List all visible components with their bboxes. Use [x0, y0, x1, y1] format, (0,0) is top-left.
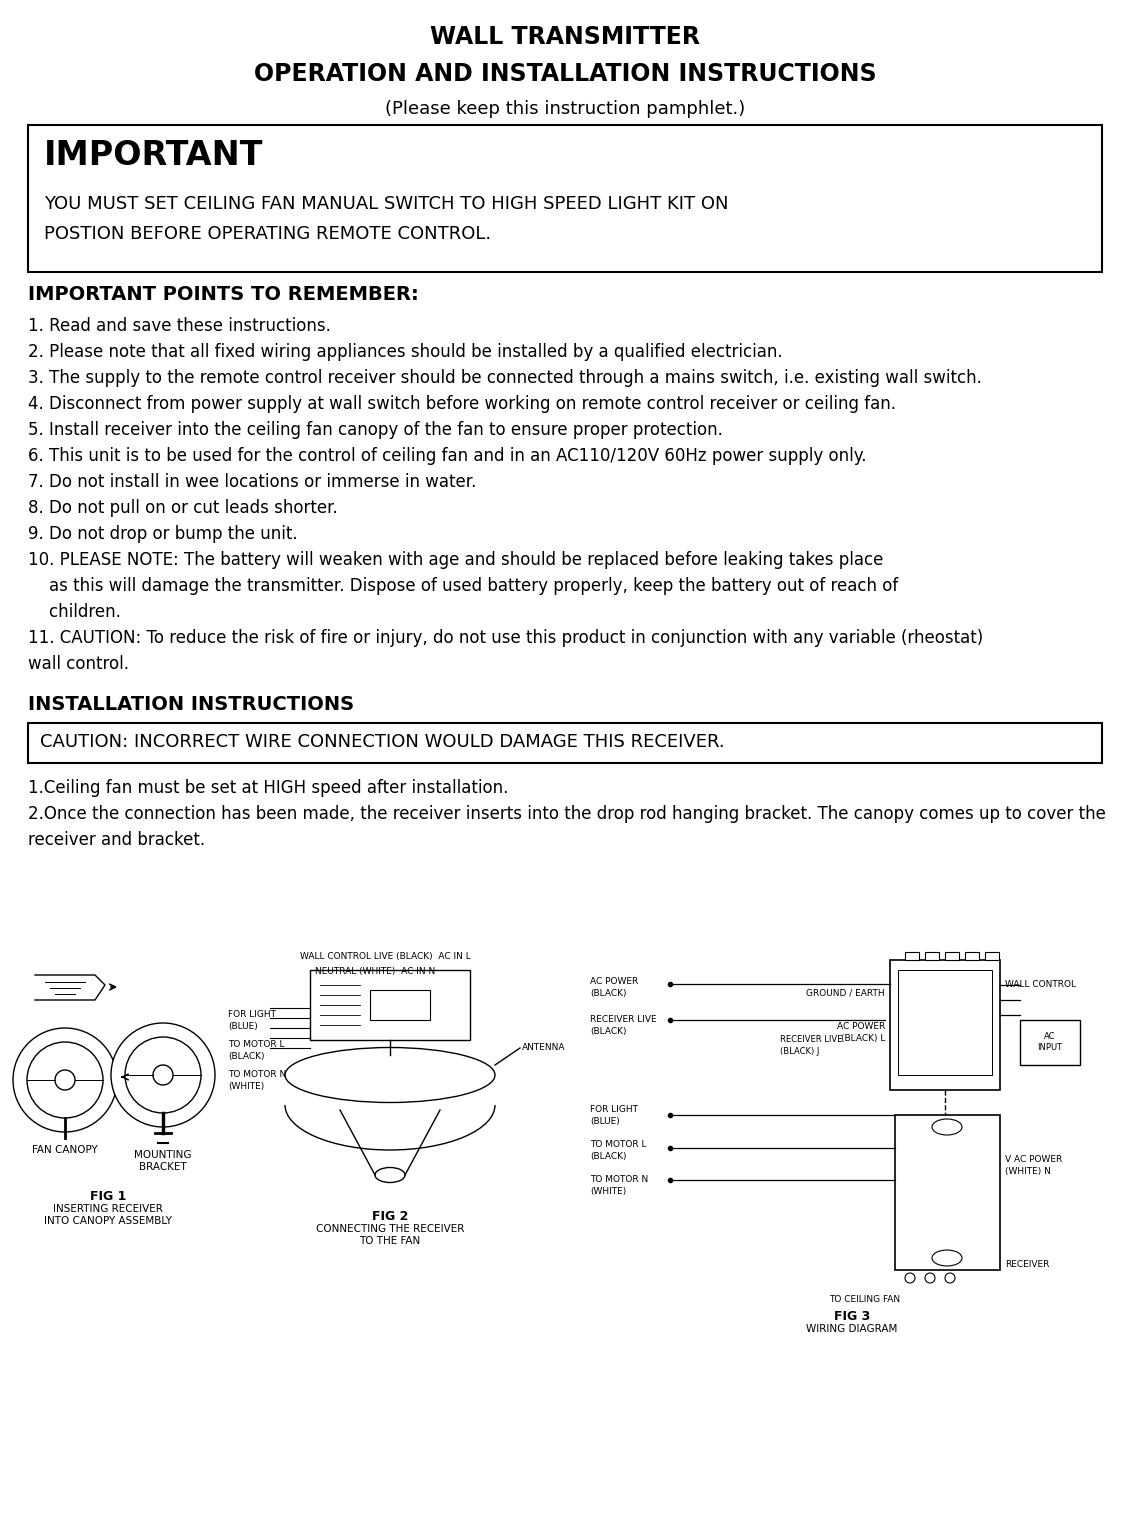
- Circle shape: [14, 1028, 118, 1132]
- Text: MOUNTING
BRACKET: MOUNTING BRACKET: [134, 1151, 192, 1172]
- Text: 2. Please note that all fixed wiring appliances should be installed by a qualifi: 2. Please note that all fixed wiring app…: [28, 343, 783, 361]
- Ellipse shape: [285, 1047, 495, 1102]
- Text: 2.Once the connection has been made, the receiver inserts into the drop rod hang: 2.Once the connection has been made, the…: [28, 805, 1106, 823]
- Text: TO MOTOR N: TO MOTOR N: [228, 1070, 286, 1079]
- Text: (Please keep this instruction pamphlet.): (Please keep this instruction pamphlet.): [385, 100, 745, 118]
- Bar: [898, 970, 992, 1075]
- Text: 7. Do not install in wee locations or immerse in water.: 7. Do not install in wee locations or im…: [28, 474, 477, 490]
- Text: INSTALLATION INSTRUCTIONS: INSTALLATION INSTRUCTIONS: [28, 695, 354, 713]
- Text: RECEIVER LIVE: RECEIVER LIVE: [590, 1016, 657, 1025]
- Text: 6. This unit is to be used for the control of ceiling fan and in an AC110/120V 6: 6. This unit is to be used for the contr…: [28, 446, 867, 465]
- Text: FOR LIGHT: FOR LIGHT: [590, 1105, 638, 1114]
- Text: CONNECTING THE RECEIVER
TO THE FAN: CONNECTING THE RECEIVER TO THE FAN: [315, 1224, 464, 1246]
- Circle shape: [111, 1023, 215, 1126]
- Text: AC POWER: AC POWER: [590, 978, 638, 987]
- Bar: [370, 990, 431, 1020]
- Text: (BLACK): (BLACK): [228, 1052, 264, 1061]
- Text: TO MOTOR L: TO MOTOR L: [228, 1040, 285, 1049]
- Text: wall control.: wall control.: [28, 654, 129, 672]
- Text: FIG 2: FIG 2: [372, 1210, 408, 1224]
- Text: WALL TRANSMITTER: WALL TRANSMITTER: [431, 24, 699, 49]
- Text: TO CEILING FAN: TO CEILING FAN: [829, 1295, 901, 1304]
- Text: FIG 1: FIG 1: [89, 1190, 127, 1202]
- Text: YOU MUST SET CEILING FAN MANUAL SWITCH TO HIGH SPEED LIGHT KIT ON: YOU MUST SET CEILING FAN MANUAL SWITCH T…: [44, 194, 729, 213]
- Text: V AC POWER: V AC POWER: [1005, 1155, 1062, 1164]
- Text: as this will damage the transmitter. Dispose of used battery properly, keep the : as this will damage the transmitter. Dis…: [28, 577, 898, 595]
- Bar: [905, 952, 919, 959]
- Bar: [965, 952, 979, 959]
- Text: (BLACK) J: (BLACK) J: [780, 1047, 819, 1057]
- Text: (WHITE): (WHITE): [590, 1187, 626, 1196]
- Text: 3. The supply to the remote control receiver should be connected through a mains: 3. The supply to the remote control rece…: [28, 369, 982, 387]
- Text: WALL CONTROL: WALL CONTROL: [1005, 981, 1076, 990]
- Text: (BLUE): (BLUE): [590, 1117, 619, 1126]
- Text: FAN CANOPY: FAN CANOPY: [32, 1145, 98, 1155]
- Bar: [925, 952, 939, 959]
- Text: TO MOTOR N: TO MOTOR N: [590, 1175, 649, 1184]
- Text: AC
INPUT: AC INPUT: [1037, 1032, 1062, 1052]
- Text: 1. Read and save these instructions.: 1. Read and save these instructions.: [28, 317, 331, 335]
- Text: 1.Ceiling fan must be set at HIGH speed after installation.: 1.Ceiling fan must be set at HIGH speed …: [28, 779, 508, 797]
- Bar: [890, 959, 1000, 1090]
- Bar: [1020, 1020, 1080, 1066]
- Text: children.: children.: [28, 603, 121, 621]
- Text: ANTENNA: ANTENNA: [522, 1043, 565, 1052]
- Text: POSTION BEFORE OPERATING REMOTE CONTROL.: POSTION BEFORE OPERATING REMOTE CONTROL.: [44, 225, 492, 243]
- Text: CAUTION: INCORRECT WIRE CONNECTION WOULD DAMAGE THIS RECEIVER.: CAUTION: INCORRECT WIRE CONNECTION WOULD…: [40, 733, 724, 751]
- Text: 11. CAUTION: To reduce the risk of fire or injury, do not use this product in co: 11. CAUTION: To reduce the risk of fire …: [28, 628, 983, 647]
- Text: IMPORTANT POINTS TO REMEMBER:: IMPORTANT POINTS TO REMEMBER:: [28, 285, 419, 304]
- Text: (WHITE) N: (WHITE) N: [1005, 1167, 1051, 1176]
- Bar: [310, 970, 470, 1040]
- Text: 10. PLEASE NOTE: The battery will weaken with age and should be replaced before : 10. PLEASE NOTE: The battery will weaken…: [28, 551, 884, 569]
- Text: (BLUE): (BLUE): [228, 1022, 258, 1031]
- Text: WALL CONTROL LIVE (BLACK)  AC IN L: WALL CONTROL LIVE (BLACK) AC IN L: [299, 952, 471, 961]
- Text: 9. Do not drop or bump the unit.: 9. Do not drop or bump the unit.: [28, 525, 297, 543]
- Text: TO MOTOR L: TO MOTOR L: [590, 1140, 646, 1149]
- Text: WIRING DIAGRAM: WIRING DIAGRAM: [807, 1324, 897, 1334]
- Text: 4. Disconnect from power supply at wall switch before working on remote control : 4. Disconnect from power supply at wall …: [28, 395, 896, 413]
- Text: FOR LIGHT: FOR LIGHT: [228, 1009, 276, 1019]
- Text: INSERTING RECEIVER
INTO CANOPY ASSEMBLY: INSERTING RECEIVER INTO CANOPY ASSEMBLY: [44, 1204, 172, 1225]
- Text: (BLACK): (BLACK): [590, 1028, 626, 1035]
- Text: RECEIVER: RECEIVER: [1005, 1260, 1050, 1269]
- Ellipse shape: [375, 1167, 405, 1183]
- Text: FIG 3: FIG 3: [834, 1310, 870, 1324]
- Text: OPERATION AND INSTALLATION INSTRUCTIONS: OPERATION AND INSTALLATION INSTRUCTIONS: [254, 62, 876, 87]
- Text: (BLACK): (BLACK): [590, 990, 626, 997]
- Text: IMPORTANT: IMPORTANT: [44, 140, 263, 172]
- Text: receiver and bracket.: receiver and bracket.: [28, 830, 206, 849]
- Text: NEUTRAL (WHITE)  AC IN N: NEUTRAL (WHITE) AC IN N: [315, 967, 435, 976]
- Bar: [28, 124, 1102, 272]
- Text: (WHITE): (WHITE): [228, 1082, 264, 1091]
- Text: (BLACK): (BLACK): [590, 1152, 626, 1161]
- Text: 5. Install receiver into the ceiling fan canopy of the fan to ensure proper prot: 5. Install receiver into the ceiling fan…: [28, 420, 723, 439]
- Bar: [895, 1116, 1000, 1271]
- Text: 8. Do not pull on or cut leads shorter.: 8. Do not pull on or cut leads shorter.: [28, 499, 338, 518]
- Bar: [945, 952, 959, 959]
- Bar: [985, 952, 999, 959]
- Text: RECEIVER LIVE: RECEIVER LIVE: [780, 1035, 842, 1044]
- Text: (BLACK) L: (BLACK) L: [841, 1034, 885, 1043]
- Text: GROUND / EARTH: GROUND / EARTH: [807, 988, 885, 997]
- Text: AC POWER: AC POWER: [836, 1022, 885, 1031]
- Bar: [28, 723, 1102, 764]
